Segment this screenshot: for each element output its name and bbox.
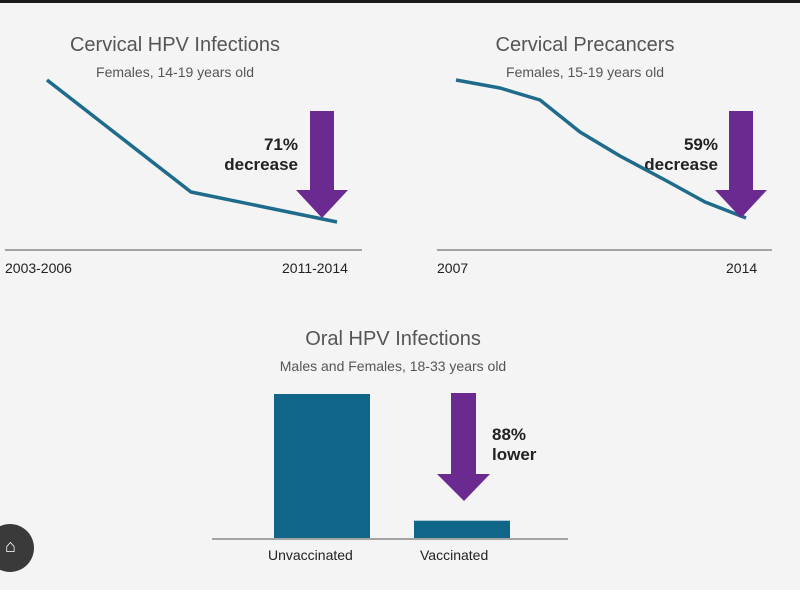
chart3-bar-vaccinated	[414, 520, 510, 538]
chart1-xtick-end: 2011-2014	[282, 260, 348, 276]
chart2-subtitle: Females, 15-19 years old	[506, 64, 664, 80]
chart2-xtick-end: 2014	[726, 260, 758, 276]
chart1-annotation-value: 71%	[263, 135, 298, 154]
chart2-xtick-start: 2007	[437, 260, 469, 276]
chart1-xtick-start: 2003-2006	[5, 260, 72, 276]
chart1-title: Cervical HPV Infections	[69, 34, 281, 56]
chart1-annotation-label: decrease	[224, 155, 298, 174]
chart3-annotation: 88% lower	[492, 425, 562, 465]
chart3-xtick-unvaccinated: Unvaccinated	[268, 547, 353, 563]
chart3-title: Oral HPV Infections	[305, 328, 481, 350]
chart2-title: Cervical Precancers	[495, 34, 675, 56]
chart3-xtick-vaccinated: Vaccinated	[420, 547, 489, 563]
chart1-subtitle: Females, 14-19 years old	[96, 64, 254, 80]
chart1-series-line	[45, 78, 338, 224]
chart3-subtitle: Males and Females, 18-33 years old	[279, 358, 507, 374]
chart2-annotation-value: 59%	[683, 135, 718, 154]
chart3-annotation-value: 88%	[492, 425, 527, 444]
chart1-annotation: 71% decrease	[212, 135, 298, 175]
chart1-decrease-arrow-icon	[296, 111, 348, 218]
chart3-lower-arrow-icon	[437, 393, 490, 501]
chart2-decrease-arrow-icon	[715, 111, 767, 218]
chart2-annotation: 59% decrease	[630, 135, 718, 175]
chart2-series-line	[455, 78, 747, 220]
chart2-annotation-label: decrease	[644, 155, 718, 174]
chart3-annotation-label: lower	[492, 445, 537, 464]
chart3-bar-unvaccinated	[274, 394, 370, 538]
top-border	[0, 0, 800, 3]
overlay-badge-glyph: ⌂	[5, 536, 16, 556]
